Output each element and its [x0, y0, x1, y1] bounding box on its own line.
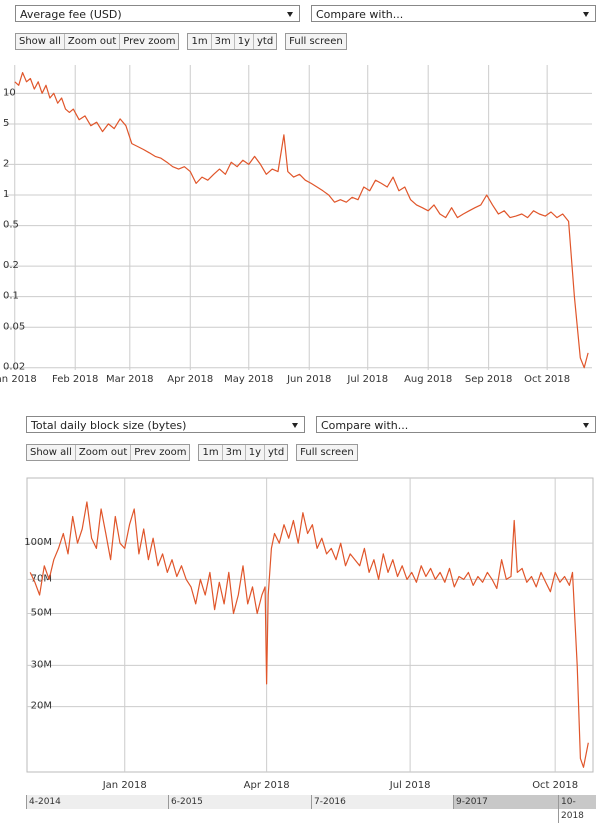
x-tick-label: Feb 2018	[52, 374, 98, 385]
button[interactable]: Prev zoom	[134, 447, 187, 458]
x-tick-label: Jun 2018	[286, 374, 331, 385]
navigator-label: 10-2018	[558, 795, 596, 823]
y-tick-label: 0.5	[3, 220, 19, 231]
y-tick-label: 1	[3, 189, 9, 200]
metric-select[interactable]: Total daily block size (bytes)	[26, 416, 305, 433]
range-group: 1m 3m 1y ytd	[187, 33, 278, 50]
zoom-group: Show all Zoom out Prev zoom	[15, 33, 180, 50]
x-tick-label: Oct 2018	[532, 780, 578, 791]
x-tick-label: Apr 2018	[244, 780, 290, 791]
x-tick-label: Jan 2018	[0, 374, 37, 385]
y-tick-label: 0.2	[3, 260, 19, 271]
button[interactable]: 3m	[223, 445, 246, 460]
data-line	[29, 501, 589, 768]
button[interactable]: Show all	[27, 445, 76, 460]
button[interactable]: 1m	[199, 445, 223, 460]
x-tick-label: Aug 2018	[404, 374, 452, 385]
fullscreen-group: Full screen	[285, 33, 347, 50]
button[interactable]: Show all	[16, 34, 65, 49]
button[interactable]: 1y	[246, 445, 265, 460]
navigator-label: 6-2015	[168, 795, 203, 809]
compare-select[interactable]: Compare with...	[311, 5, 596, 22]
navigator-label: 4-2014	[26, 795, 61, 809]
button[interactable]: ytd	[267, 447, 285, 458]
y-tick-label: 2	[3, 158, 9, 169]
x-tick-label: Oct 2018	[524, 374, 570, 385]
x-tick-label: Apr 2018	[167, 374, 213, 385]
x-tick-label: May 2018	[224, 374, 273, 385]
y-tick-label: 0.05	[3, 321, 25, 332]
navigator-selection[interactable]	[454, 795, 596, 809]
button[interactable]: Full screen	[289, 36, 343, 47]
button[interactable]: 1m	[188, 34, 212, 49]
compare-select[interactable]: Compare with...	[316, 416, 596, 433]
y-tick-label: 100M	[24, 537, 52, 548]
navigator[interactable]: 4-2014 6-2015 7-2016 9-2017 10-2018	[26, 795, 596, 823]
button[interactable]: 3m	[212, 34, 235, 49]
fullscreen-group: Full screen	[296, 444, 358, 461]
y-tick-label: 70M	[31, 573, 52, 584]
button[interactable]: ytd	[256, 36, 274, 47]
button[interactable]: Full screen	[300, 447, 354, 458]
y-tick-label: 30M	[31, 659, 52, 670]
y-tick-label: 0.1	[3, 291, 19, 302]
toolbar: Show all Zoom out Prev zoom 1m 3m 1y ytd…	[15, 33, 347, 50]
x-tick-label: Jul 2018	[346, 374, 388, 385]
plot-border	[26, 477, 594, 773]
metric-select[interactable]: Average fee (USD)	[15, 5, 300, 22]
x-tick-label: Mar 2018	[106, 374, 154, 385]
navigator-label: 9-2017	[453, 795, 488, 809]
button[interactable]: 1y	[235, 34, 254, 49]
button[interactable]: Zoom out	[65, 34, 121, 49]
range-group: 1m 3m 1y ytd	[198, 444, 289, 461]
button[interactable]: Zoom out	[76, 445, 132, 460]
x-tick-label: Jul 2018	[389, 780, 431, 791]
y-tick-label: 10	[3, 87, 16, 98]
data-line	[14, 72, 589, 369]
y-tick-label: 50M	[31, 608, 52, 619]
button[interactable]: Prev zoom	[123, 36, 176, 47]
zoom-group: Show all Zoom out Prev zoom	[26, 444, 191, 461]
toolbar: Show all Zoom out Prev zoom 1m 3m 1y ytd…	[26, 444, 358, 461]
y-tick-label: 5	[3, 118, 9, 129]
y-tick-label: 0.02	[3, 362, 25, 373]
navigator-label: 7-2016	[311, 795, 346, 809]
x-tick-label: Jan 2018	[102, 780, 147, 791]
x-tick-label: Sep 2018	[465, 374, 512, 385]
y-tick-label: 20M	[31, 701, 52, 712]
